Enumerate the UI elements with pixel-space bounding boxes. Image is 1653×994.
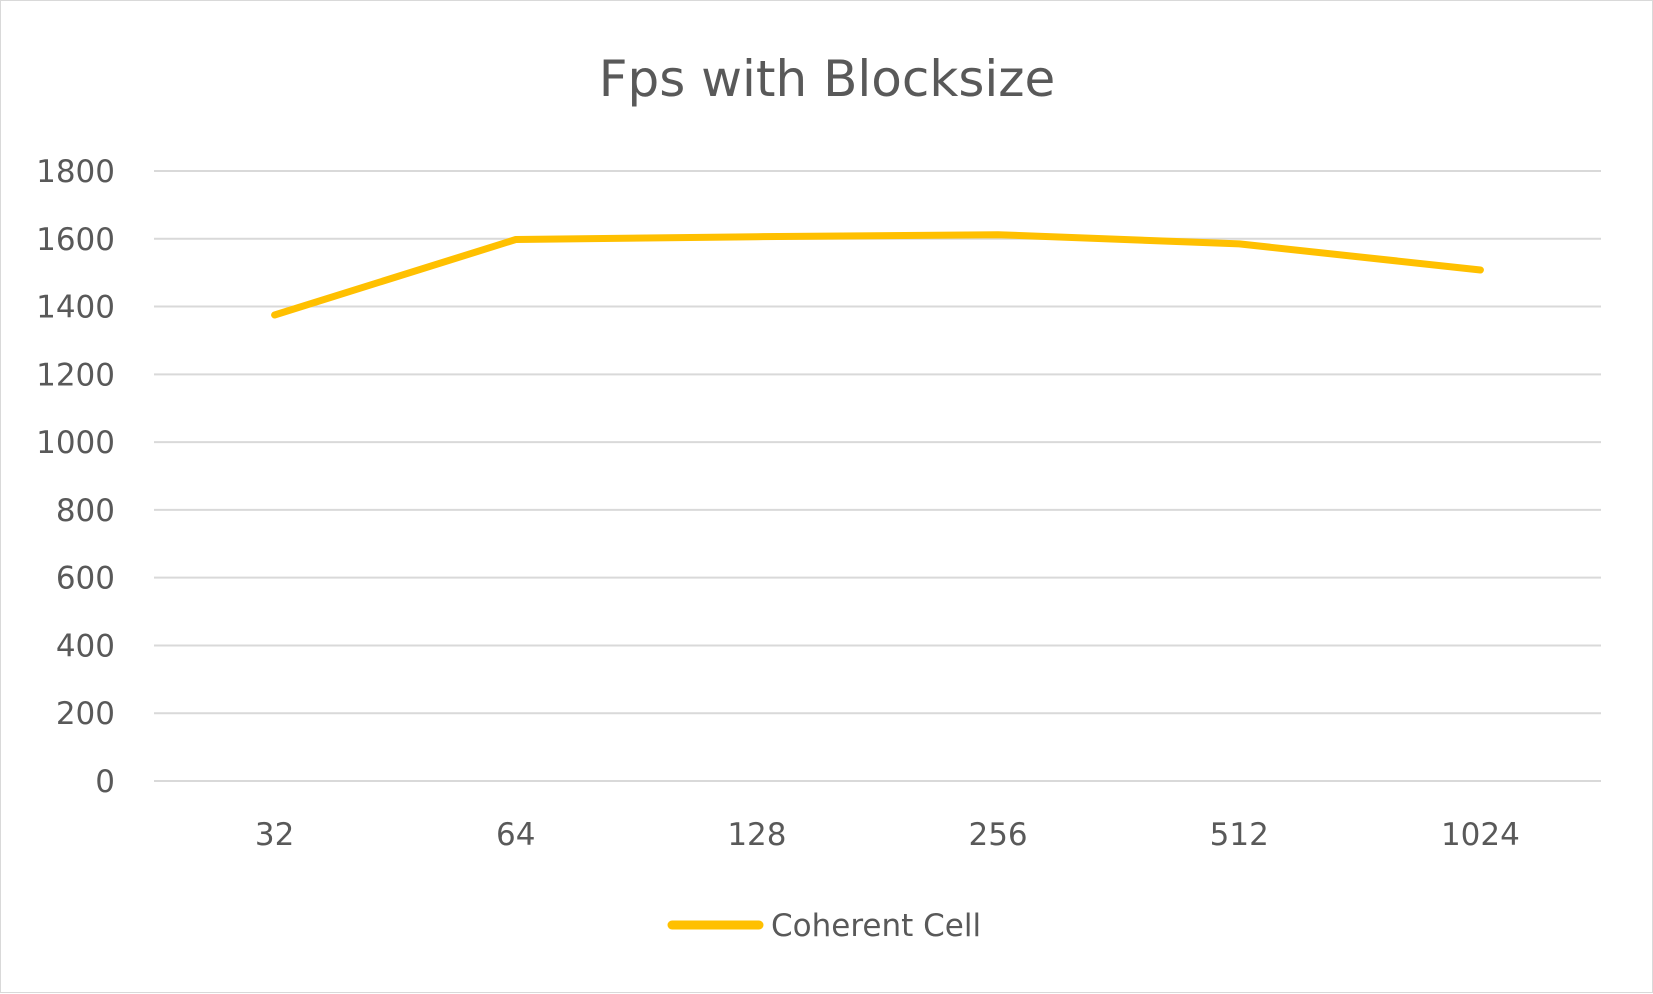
data-point-128 bbox=[753, 233, 760, 240]
x-tick-label: 1024 bbox=[1441, 817, 1520, 853]
x-tick-label: 256 bbox=[968, 817, 1027, 853]
legend: Coherent Cell bbox=[667, 908, 981, 944]
y-tick-label: 1000 bbox=[36, 425, 115, 461]
x-axis-ticks: 32 64 128 256 512 1024 bbox=[255, 817, 1520, 853]
data-point-32 bbox=[271, 312, 278, 319]
y-tick-label: 1600 bbox=[36, 222, 115, 258]
y-tick-label: 800 bbox=[56, 493, 115, 529]
data-point-64 bbox=[512, 236, 519, 243]
legend-label-coherent-cell: Coherent Cell bbox=[771, 908, 981, 944]
y-tick-label: 1800 bbox=[36, 154, 115, 190]
x-tick-label: 64 bbox=[496, 817, 535, 853]
data-point-1024 bbox=[1477, 266, 1484, 273]
y-tick-label: 1200 bbox=[36, 357, 115, 393]
data-point-256 bbox=[995, 231, 1002, 238]
x-tick-label: 32 bbox=[255, 817, 294, 853]
y-tick-label: 600 bbox=[56, 561, 115, 597]
y-tick-label: 200 bbox=[56, 696, 115, 732]
y-axis-ticks: 0 200 400 600 800 1000 1200 1400 1600 1800 bbox=[36, 154, 115, 800]
chart-title: Fps with Blocksize bbox=[599, 50, 1056, 108]
y-tick-label: 400 bbox=[56, 628, 115, 664]
y-tick-label: 1400 bbox=[36, 290, 115, 326]
x-tick-label: 512 bbox=[1210, 817, 1269, 853]
y-tick-label: 0 bbox=[95, 764, 115, 800]
series-line-coherent-cell bbox=[271, 231, 1484, 319]
series-layer bbox=[271, 231, 1484, 319]
data-point-512 bbox=[1236, 240, 1243, 247]
x-tick-label: 128 bbox=[727, 817, 786, 853]
